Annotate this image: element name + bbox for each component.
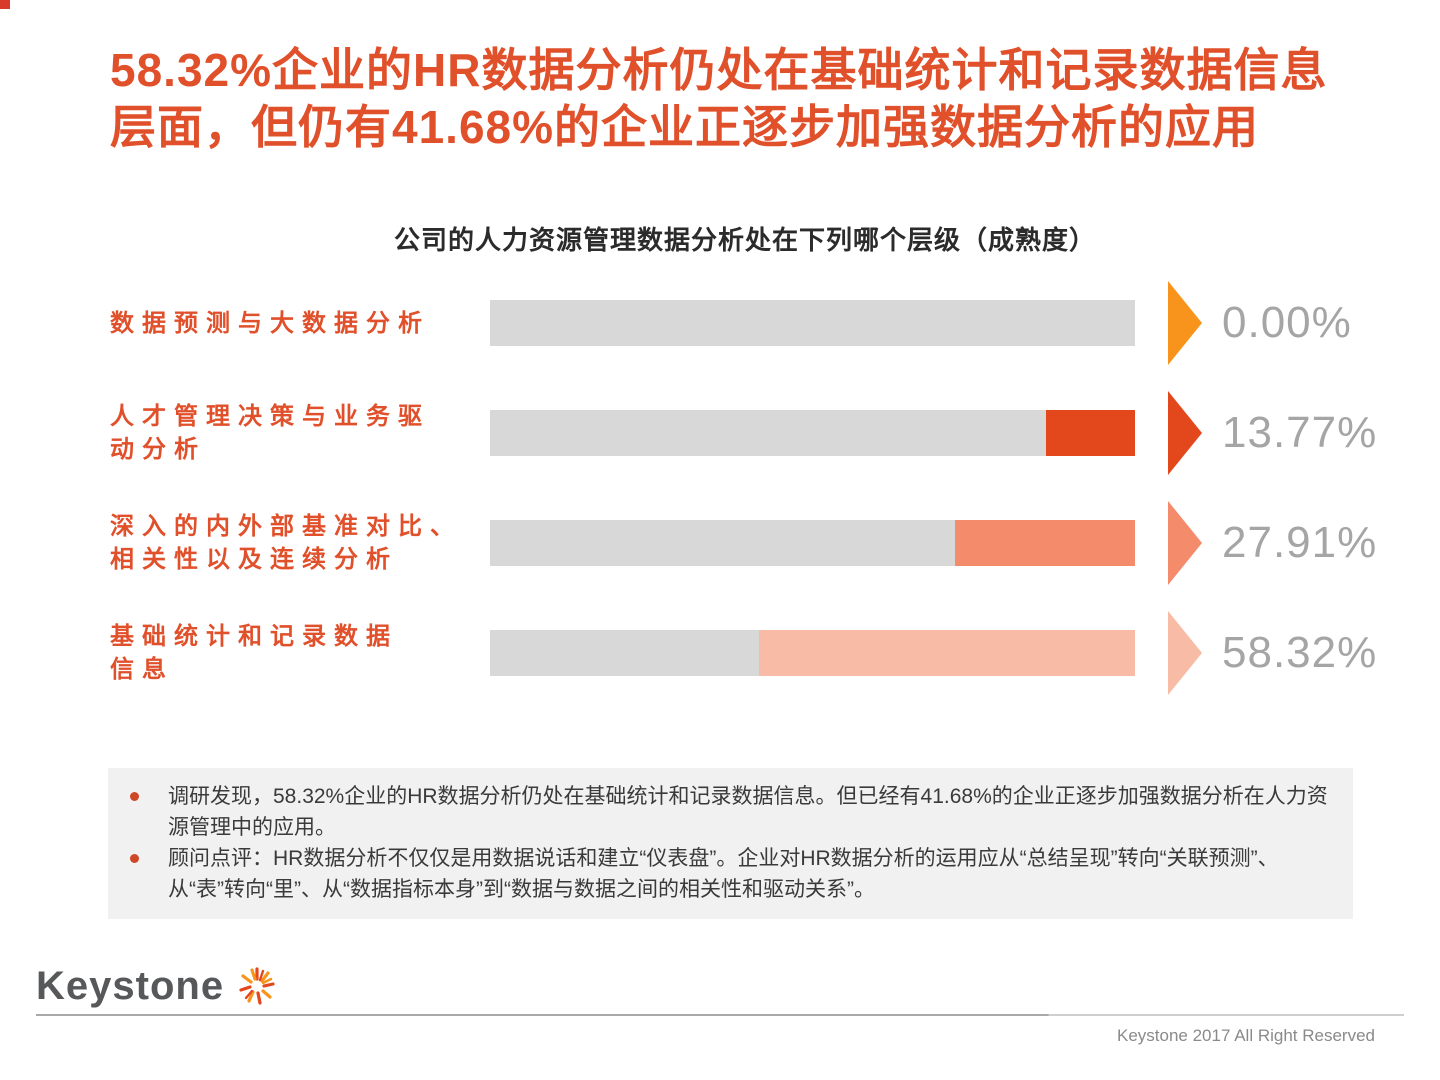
category-label-line: 人才管理决策与业务驱 — [110, 403, 430, 430]
corner-accent — [0, 0, 10, 9]
chart-row: 人才管理决策与业务驱 动分析 13.77% — [110, 391, 1410, 475]
category-label: 数据预测与大数据分析 — [110, 307, 490, 340]
category-label-line: 相关性以及连续分析 — [110, 546, 398, 573]
value-label: 0.00% — [1222, 298, 1352, 347]
footer-copyright: Keystone 2017 All Right Reserved — [1117, 1026, 1375, 1045]
category-label-line: 基础统计和记录数据 — [110, 623, 398, 650]
footer-divider — [36, 1014, 1404, 1016]
note-item: 调研发现，58.32%企业的HR数据分析仍处在基础统计和记录数据信息。但已经有4… — [108, 781, 1329, 843]
page-title-line-2: 层面，但仍有41.68%的企业正逐步加强数据分析的应用 — [110, 101, 1260, 153]
arrow-marker — [1168, 281, 1202, 365]
bar-track — [490, 410, 1135, 456]
arrow-marker — [1168, 611, 1202, 695]
logo-wordmark: Keystone — [36, 964, 225, 1008]
note-item: 顾问点评：HR数据分析不仅仅是用数据说话和建立“仪表盘”。企业对HR数据分析的运… — [108, 843, 1329, 905]
bar-track — [490, 520, 1135, 566]
page-title-line-1: 58.32%企业的HR数据分析仍处在基础统计和记录数据信息 — [110, 44, 1328, 96]
bar-fill — [1046, 410, 1135, 456]
value-label: 58.32% — [1222, 628, 1378, 677]
notes-box: 调研发现，58.32%企业的HR数据分析仍处在基础统计和记录数据信息。但已经有4… — [108, 768, 1353, 919]
category-label: 基础统计和记录数据 信息 — [110, 620, 490, 686]
chart-title: 公司的人力资源管理数据分析处在下列哪个层级（成熟度） — [393, 225, 1096, 255]
chart-row: 深入的内外部基准对比、 相关性以及连续分析 27.91% — [110, 501, 1410, 585]
note-text: 调研发现，58.32%企业的HR数据分析仍处在基础统计和记录数据信息。但已经有4… — [168, 785, 1328, 839]
category-label: 深入的内外部基准对比、 相关性以及连续分析 — [110, 510, 490, 576]
arrow-marker — [1168, 501, 1202, 585]
value-label: 27.91% — [1222, 518, 1378, 567]
value-label: 13.77% — [1222, 408, 1378, 457]
bullet-icon — [130, 854, 139, 863]
note-text: 顾问点评：HR数据分析不仅仅是用数据说话和建立“仪表盘”。企业对HR数据分析的运… — [168, 847, 1279, 901]
category-label-line: 深入的内外部基准对比、 — [110, 513, 462, 540]
category-label: 人才管理决策与业务驱 动分析 — [110, 400, 490, 466]
bar-fill — [758, 630, 1135, 676]
starburst-icon — [236, 964, 278, 1013]
chart-row: 基础统计和记录数据 信息 58.32% — [110, 611, 1410, 695]
category-label-line: 信息 — [110, 656, 174, 683]
category-label-line: 动分析 — [110, 436, 206, 463]
bar-fill — [954, 520, 1135, 566]
bar-track — [490, 300, 1135, 346]
category-label-line: 数据预测与大数据分析 — [110, 309, 430, 337]
bullet-icon — [130, 792, 139, 801]
page-title: 58.32%企业的HR数据分析仍处在基础统计和记录数据信息 层面，但仍有41.6… — [110, 42, 1360, 156]
bar-track — [490, 630, 1135, 676]
arrow-marker — [1168, 391, 1202, 475]
chart-row: 数据预测与大数据分析 0.00% — [110, 281, 1410, 365]
keystone-logo: Keystone — [36, 960, 278, 1013]
